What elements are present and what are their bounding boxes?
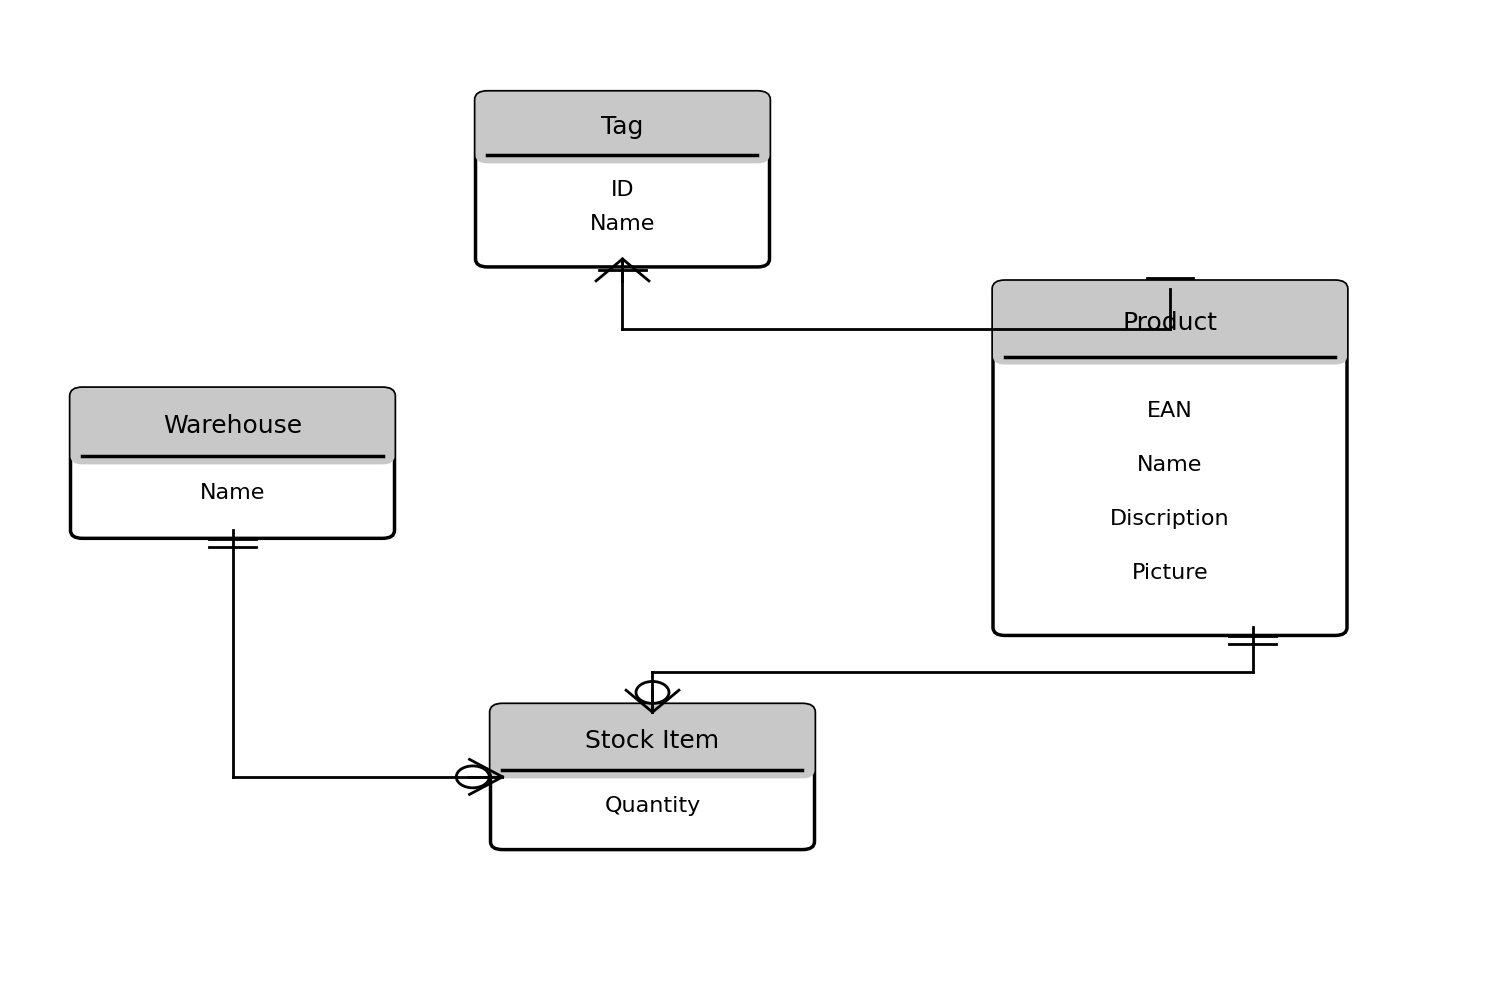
FancyBboxPatch shape — [476, 92, 770, 267]
Text: Stock Item: Stock Item — [585, 729, 720, 753]
Text: Name: Name — [1137, 455, 1203, 475]
Text: Name: Name — [590, 214, 656, 234]
Text: EAN: EAN — [1148, 400, 1192, 420]
Text: Warehouse: Warehouse — [164, 414, 302, 438]
FancyBboxPatch shape — [993, 281, 1347, 635]
Text: Product: Product — [1122, 311, 1218, 335]
Text: Name: Name — [200, 483, 266, 503]
Text: Quantity: Quantity — [604, 796, 700, 816]
FancyBboxPatch shape — [490, 704, 814, 850]
Text: Tag: Tag — [602, 116, 644, 139]
Text: Discription: Discription — [1110, 509, 1230, 529]
FancyBboxPatch shape — [70, 387, 395, 464]
FancyBboxPatch shape — [993, 281, 1347, 365]
Text: Picture: Picture — [1131, 564, 1209, 584]
Text: ID: ID — [610, 180, 634, 200]
FancyBboxPatch shape — [70, 387, 395, 538]
FancyBboxPatch shape — [490, 704, 814, 779]
FancyBboxPatch shape — [476, 92, 770, 163]
